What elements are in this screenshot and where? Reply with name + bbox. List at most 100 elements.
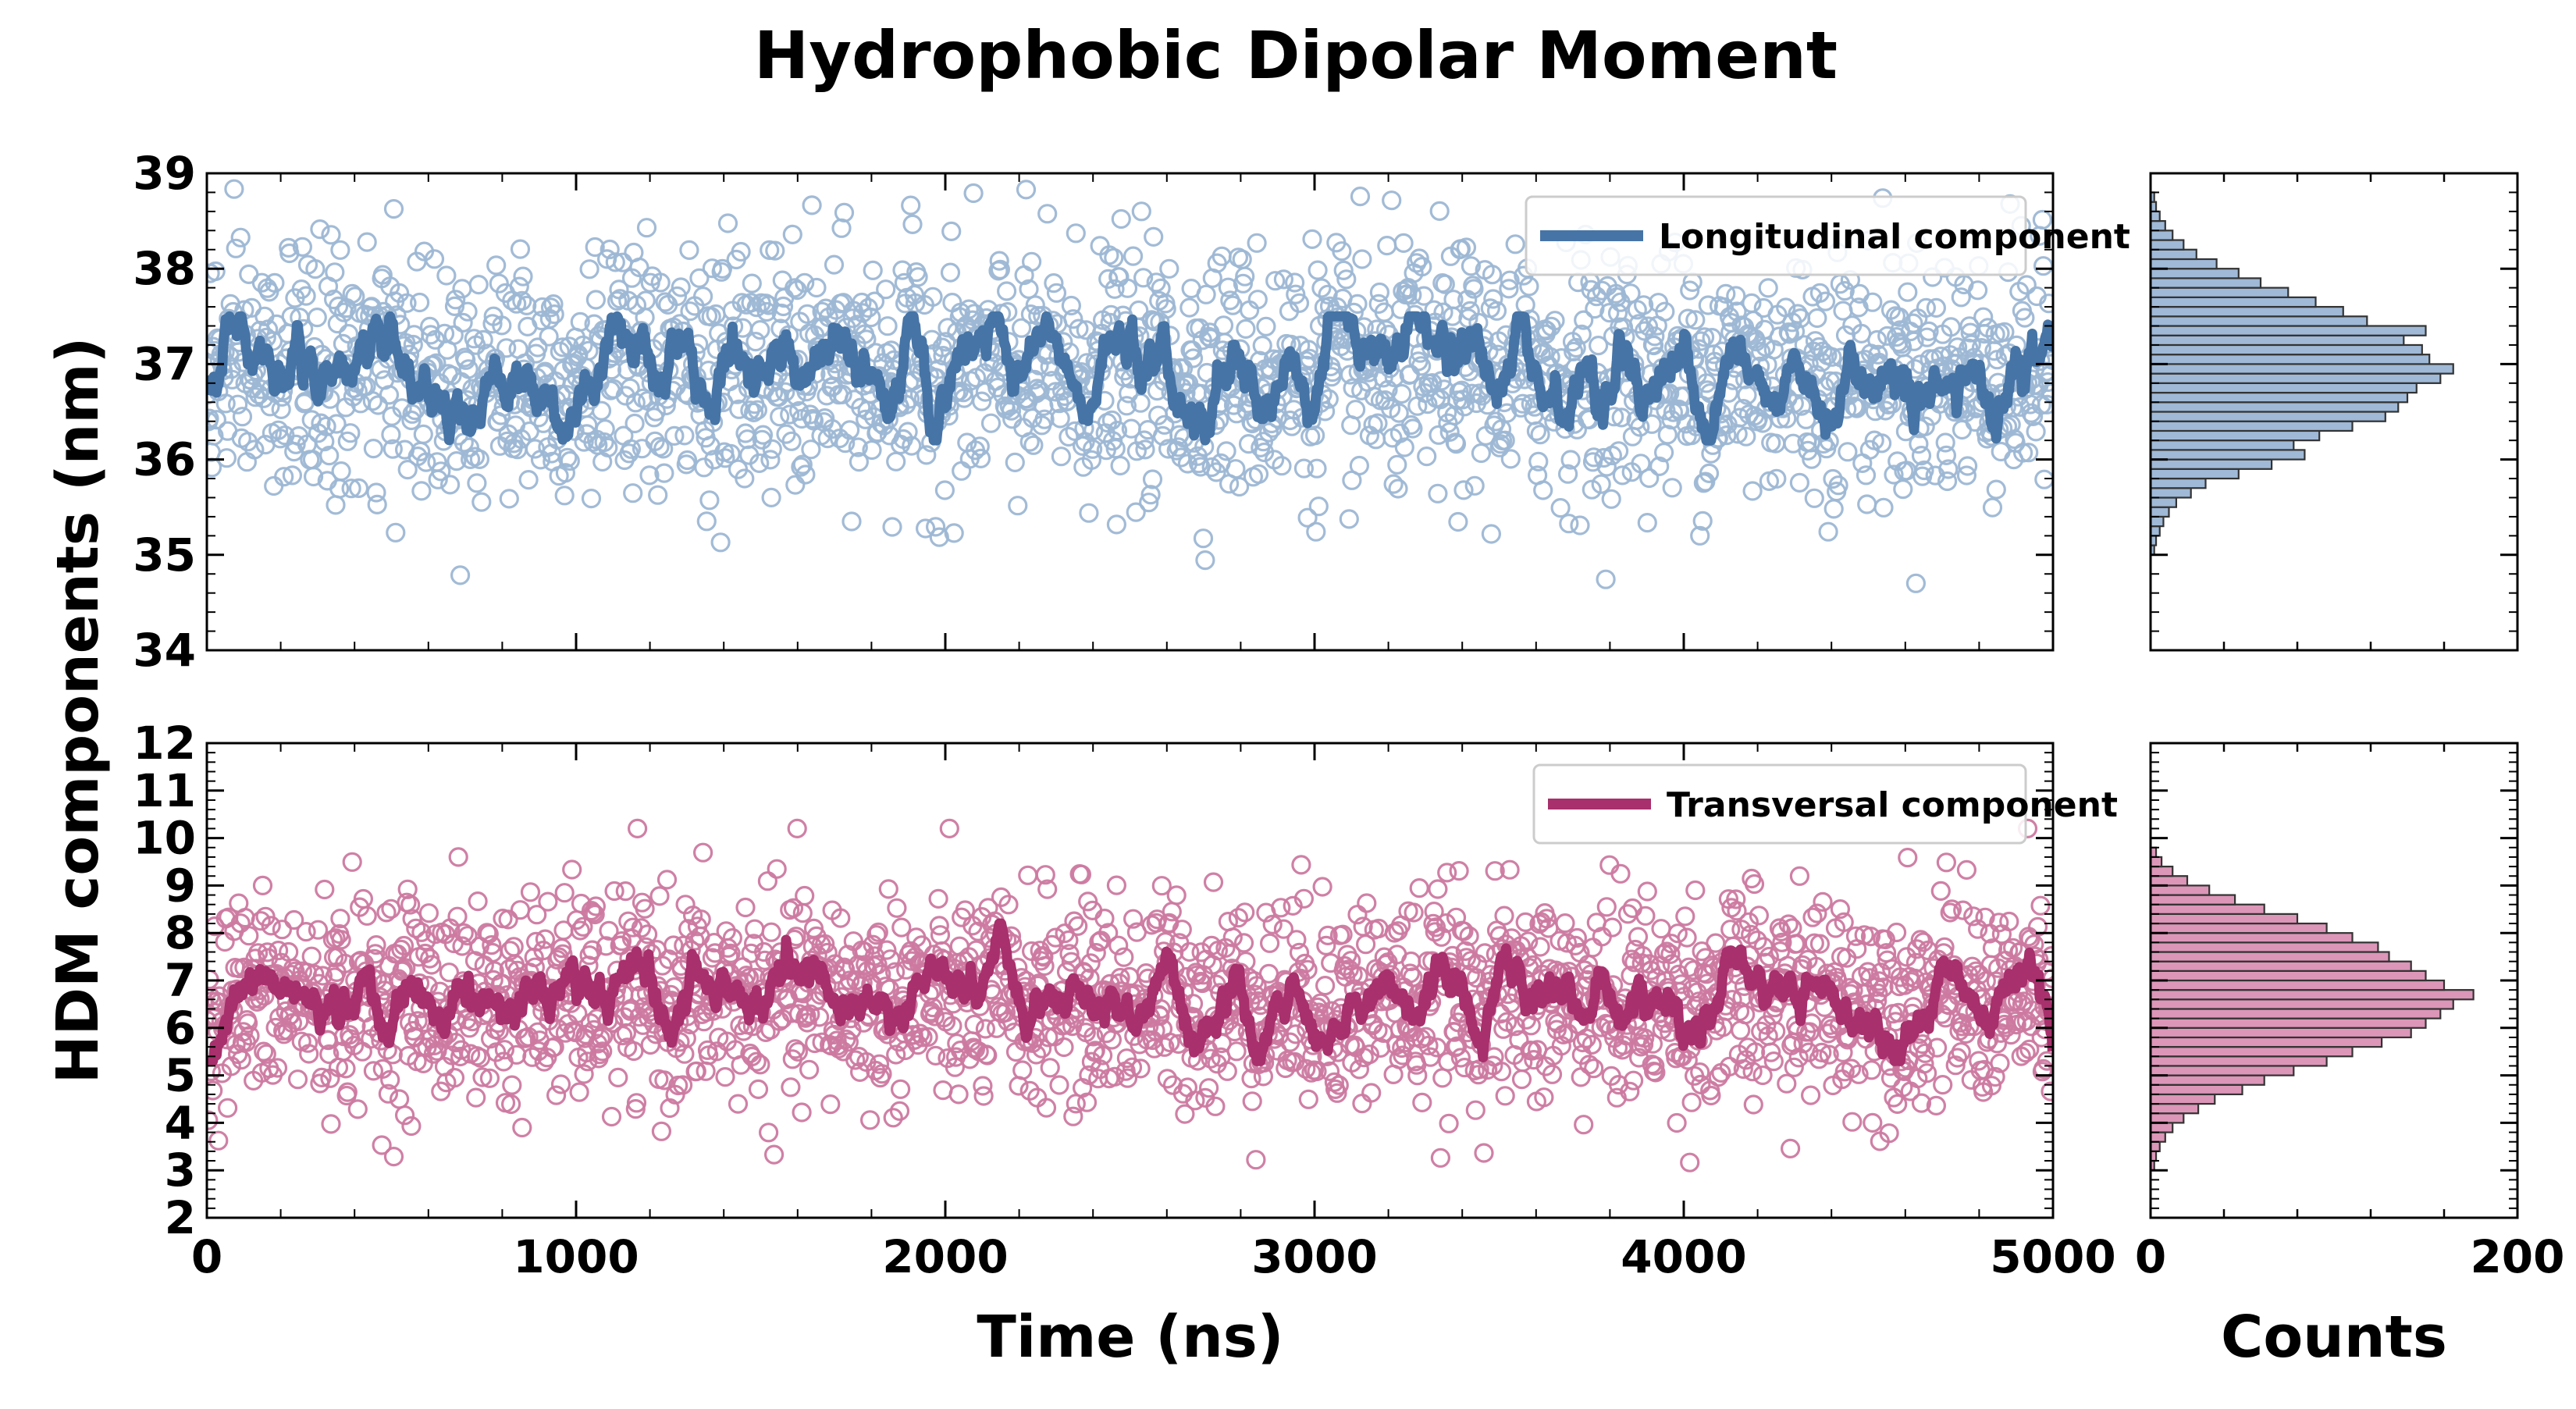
longitudinal-scatter-point (319, 445, 340, 466)
longitudinal-scatter-point (242, 378, 263, 398)
longitudinal-legend: Longitudinal component (1525, 195, 2130, 276)
longitudinal-scatter-point (1893, 479, 1913, 500)
transversal-hist-bar (2149, 970, 2427, 982)
longitudinal-scatter-point (553, 337, 573, 358)
longitudinal-scatter-point (1429, 425, 1449, 445)
longitudinal-scatter-point (1021, 251, 1042, 272)
transversal-scatter-point (1439, 1113, 1459, 1133)
transversal-scatter-point (342, 852, 362, 872)
longitudinal-hist-bar (2149, 411, 2386, 422)
longitudinal-scatter-point (749, 453, 770, 474)
longitudinal-scatter-point (1394, 437, 1414, 457)
transversal-scatter-point (301, 946, 322, 966)
longitudinal-scatter-point (1352, 249, 1372, 269)
longitudinal-scatter-point (1486, 301, 1507, 321)
longitudinal-scatter-point (1126, 502, 1146, 522)
longitudinal-scatter-point (1293, 458, 1315, 479)
transversal-scatter-point (1430, 1147, 1451, 1168)
longitudinal-scatter-point (1106, 514, 1127, 535)
transversal-y-tick-label: 7 (165, 954, 196, 1007)
longitudinal-hist-bar (2149, 248, 2197, 261)
transversal-scatter-point (1312, 877, 1332, 897)
transversal-scatter-point (510, 900, 531, 920)
longitudinal-scatter-point (490, 405, 511, 425)
longitudinal-scatter-point (1248, 464, 1269, 484)
longitudinal-scatter-point (1804, 488, 1824, 508)
transversal-scatter-point (615, 881, 635, 902)
longitudinal-scatter-point (858, 297, 878, 318)
transversal-scatter-point (2030, 895, 2051, 916)
longitudinal-scatter-point (528, 337, 548, 358)
longitudinal-scatter-point (746, 297, 767, 318)
longitudinal-scatter-point (411, 481, 432, 501)
longitudinal-scatter-point (1146, 272, 1166, 293)
transversal-scatter-point (1242, 1091, 1262, 1112)
longitudinal-scatter-point (1063, 309, 1083, 329)
longitudinal-scatter-point (1519, 276, 1539, 297)
longitudinal-scatter-point (1481, 524, 1502, 544)
longitudinal-scatter-point (1500, 270, 1520, 290)
longitudinal-scatter-point (265, 272, 285, 293)
longitudinal-scatter-point (1419, 377, 1439, 397)
longitudinal-scatter-point (1117, 278, 1138, 298)
longitudinal-y-tick-label: 38 (133, 242, 196, 295)
longitudinal-scatter-point (409, 292, 430, 313)
longitudinal-panel: 34 35 36 37 38 39 Longitudinal component (133, 147, 2130, 677)
longitudinal-scatter-point (1196, 284, 1216, 304)
longitudinal-hist-bar (2149, 220, 2166, 232)
longitudinal-scatter-point (228, 394, 248, 415)
transversal-scatter-point (758, 1123, 779, 1143)
longitudinal-scatter-point (1307, 458, 1327, 479)
longitudinal-scatter-point (720, 443, 741, 464)
transversal-scatter-point (608, 1067, 628, 1088)
transversal-scatter-point (1203, 872, 1224, 892)
longitudinal-scatter-point (1155, 415, 1175, 435)
longitudinal-scatter-point (1428, 483, 1448, 503)
longitudinal-scatter-point (901, 195, 921, 215)
longitudinal-hist-bar (2149, 429, 2321, 442)
longitudinal-scatter-point (215, 393, 236, 414)
longitudinal-hist-bar (2149, 372, 2442, 384)
longitudinal-scatter-point (1081, 450, 1102, 470)
longitudinal-scatter-point (316, 416, 336, 436)
longitudinal-scatter-point (635, 290, 656, 311)
transversal-scatter-point (1956, 859, 1976, 881)
longitudinal-scatter-point (402, 404, 422, 424)
longitudinal-scatter-point (325, 262, 345, 283)
longitudinal-scatter-point (469, 449, 490, 470)
longitudinal-scatter-point (941, 221, 962, 241)
longitudinal-scatter-point (864, 291, 885, 311)
longitudinal-scatter-point (304, 466, 324, 487)
longitudinal-scatter-point (307, 308, 327, 328)
transversal-scatter-point (347, 1099, 368, 1119)
longitudinal-scatter-point (226, 238, 246, 258)
longitudinal-scatter-point (806, 277, 827, 298)
longitudinal-hist-bar (2149, 296, 2317, 308)
longitudinal-scatter-point (337, 431, 358, 451)
longitudinal-scatter-point (834, 202, 855, 222)
transversal-hist-bar (2149, 1093, 2216, 1105)
transversal-scatter-point (1599, 855, 1620, 875)
transversal-scatter-point (761, 922, 781, 942)
transversal-scatter-point (692, 842, 713, 863)
longitudinal-scatter-point (517, 295, 537, 315)
transversal-scatter-point (1106, 875, 1127, 895)
longitudinal-scatter-point (849, 451, 870, 472)
longitudinal-scatter-point (1402, 285, 1422, 305)
longitudinal-scatter-point (543, 294, 564, 315)
longitudinal-scatter-point (1982, 497, 2003, 518)
transversal-scatter-point (1744, 874, 1765, 895)
longitudinal-scatter-point (761, 487, 781, 508)
longitudinal-scatter-point (1020, 304, 1041, 325)
longitudinal-scatter-point (876, 279, 896, 300)
transversal-scatter-point (315, 879, 335, 900)
longitudinal-scatter-point (431, 461, 451, 482)
transversal-hist-x-tick-label: 0 (2135, 1230, 2166, 1283)
longitudinal-scatter-point (780, 404, 800, 425)
longitudinal-scatter-point (392, 398, 412, 418)
longitudinal-scatter-point (692, 286, 713, 307)
longitudinal-scatter-point (509, 276, 529, 297)
longitudinal-scatter-point (827, 360, 847, 380)
longitudinal-scatter-point (671, 277, 691, 297)
longitudinal-hist-bar (2149, 496, 2178, 508)
